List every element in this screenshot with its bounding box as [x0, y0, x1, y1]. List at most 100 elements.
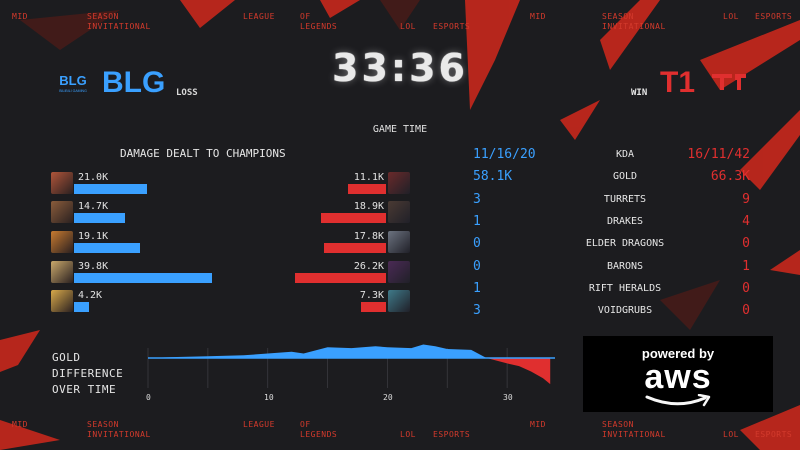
stat-red-value: 9 [742, 191, 750, 207]
ticker-text: MID [530, 12, 546, 21]
champion-portrait-icon [388, 290, 410, 312]
ticker-text: OF [300, 12, 311, 21]
stat-blue-value: 3 [473, 303, 481, 319]
stat-label: DRAKES [606, 215, 644, 227]
gold-diff-red-area [148, 358, 551, 385]
red-damage-bar [361, 302, 386, 312]
champion-portrait-icon [388, 231, 410, 253]
blue-damage-bar [74, 243, 140, 253]
blue-damage-bar [74, 302, 89, 312]
game-clock: 33:36 [332, 46, 468, 90]
stat-row: 0 ELDER DRAGONS 0 [440, 236, 760, 256]
ticker-text: LEAGUE [243, 12, 275, 21]
stat-red-value: 4 [742, 213, 750, 229]
stat-blue-value: 11/16/20 [473, 147, 536, 162]
gold-diff-x-tick: 20 [383, 393, 393, 402]
ticker-text: OF [300, 420, 311, 429]
red-damage-value: 18.9K [353, 201, 384, 212]
champion-portrait-icon [388, 261, 410, 283]
decor-shard [770, 250, 800, 275]
ticker-text: ESPORTS [755, 12, 793, 21]
ticker-text: LOL [400, 22, 416, 31]
ticker-text: LOL [400, 430, 416, 439]
stat-row: 3 VOIDGRUBS 0 [440, 303, 760, 323]
stat-blue-value: 0 [473, 258, 481, 274]
red-damage-value: 26.2K [353, 261, 384, 272]
blue-damage-bar [74, 273, 212, 283]
gold-diff-label-line2: DIFFERENCE [52, 367, 124, 380]
gold-diff-label-line1: GOLD [52, 351, 81, 364]
stat-blue-value: 0 [473, 236, 481, 252]
red-damage-bar [321, 213, 386, 223]
ticker-text: SEASON [87, 12, 119, 21]
gold-diff-blue-area [148, 344, 551, 358]
stat-label: ELDER DRAGONS [585, 238, 665, 250]
stat-red-value: 0 [742, 280, 750, 296]
stat-red-value: 66.3K [710, 169, 750, 185]
ticker-text: ESPORTS [755, 430, 793, 439]
ticker-text: LEGENDS [300, 22, 338, 31]
red-damage-value: 17.8K [353, 231, 384, 242]
blue-team-name: BLG [102, 66, 166, 99]
ticker-text: INVITATIONAL [87, 22, 151, 31]
ticker-text: SEASON [87, 420, 119, 429]
champion-portrait-icon [51, 172, 73, 194]
decor-shard [560, 100, 600, 140]
champion-portrait-icon [51, 261, 73, 283]
ticker-text: LEAGUE [243, 420, 275, 429]
ticker-text: MID [12, 420, 28, 429]
stat-label: VOIDGRUBS [597, 305, 653, 317]
champion-portrait-icon [51, 231, 73, 253]
champion-portrait-icon [388, 172, 410, 194]
decor-shard [600, 0, 660, 70]
stat-red-value: 0 [742, 303, 750, 319]
ticker-text: LOL [723, 430, 739, 439]
stat-row: 1 DRAKES 4 [440, 214, 760, 234]
ticker-text: SEASON [602, 420, 634, 429]
blue-team-result: LOSS [176, 88, 198, 98]
powered-by-text: powered by [641, 346, 715, 361]
aws-sponsor-box: powered by aws [583, 336, 773, 412]
ticker-text: ESPORTS [433, 22, 471, 31]
ticker-text: INVITATIONAL [87, 430, 151, 439]
ticker-text: LEGENDS [300, 430, 338, 439]
aws-smile-icon [645, 394, 711, 407]
stat-blue-value: 3 [473, 191, 481, 207]
blg-logo: BLG BILIBILI GAMING [59, 73, 87, 93]
champion-portrait-icon [51, 201, 73, 223]
gold-diff-label-line3: OVER TIME [52, 383, 117, 396]
blue-damage-value: 21.0K [78, 172, 109, 183]
stat-label: KDA [615, 149, 635, 160]
decor-shard [0, 330, 40, 372]
red-damage-bar [324, 243, 386, 253]
decor-shard [0, 420, 60, 450]
decor-shard [20, 10, 120, 50]
t1-logo [712, 74, 746, 90]
stat-label: GOLD [612, 171, 638, 183]
decor-shard [740, 110, 800, 190]
decor-shard [180, 0, 235, 28]
stat-row: 0 BARONS 1 [440, 259, 760, 279]
decor-shard [700, 20, 800, 90]
red-damage-value: 11.1K [353, 172, 384, 183]
ticker-text: MID [530, 420, 546, 429]
blue-damage-bar [74, 213, 125, 223]
gold-diff-x-tick: 30 [503, 393, 513, 402]
stat-row: 58.1K GOLD 66.3K [440, 169, 760, 189]
ticker-text: INVITATIONAL [602, 22, 666, 31]
red-team-result: WIN [631, 88, 648, 98]
blue-damage-value: 19.1K [78, 231, 109, 242]
stat-red-value: 1 [742, 258, 750, 274]
damage-title: DAMAGE DEALT TO CHAMPIONS [120, 147, 286, 160]
blue-damage-value: 39.8K [78, 261, 109, 272]
aws-logo-text: aws [644, 358, 712, 396]
stat-red-value: 0 [742, 236, 750, 252]
decor-shard [380, 0, 420, 30]
red-damage-value: 7.3K [359, 290, 384, 301]
stat-blue-value: 58.1K [473, 169, 513, 185]
blue-damage-bar [74, 184, 147, 194]
ticker-text: ESPORTS [433, 430, 471, 439]
stat-row: 11/16/20 KDA 16/11/42 [440, 147, 760, 167]
